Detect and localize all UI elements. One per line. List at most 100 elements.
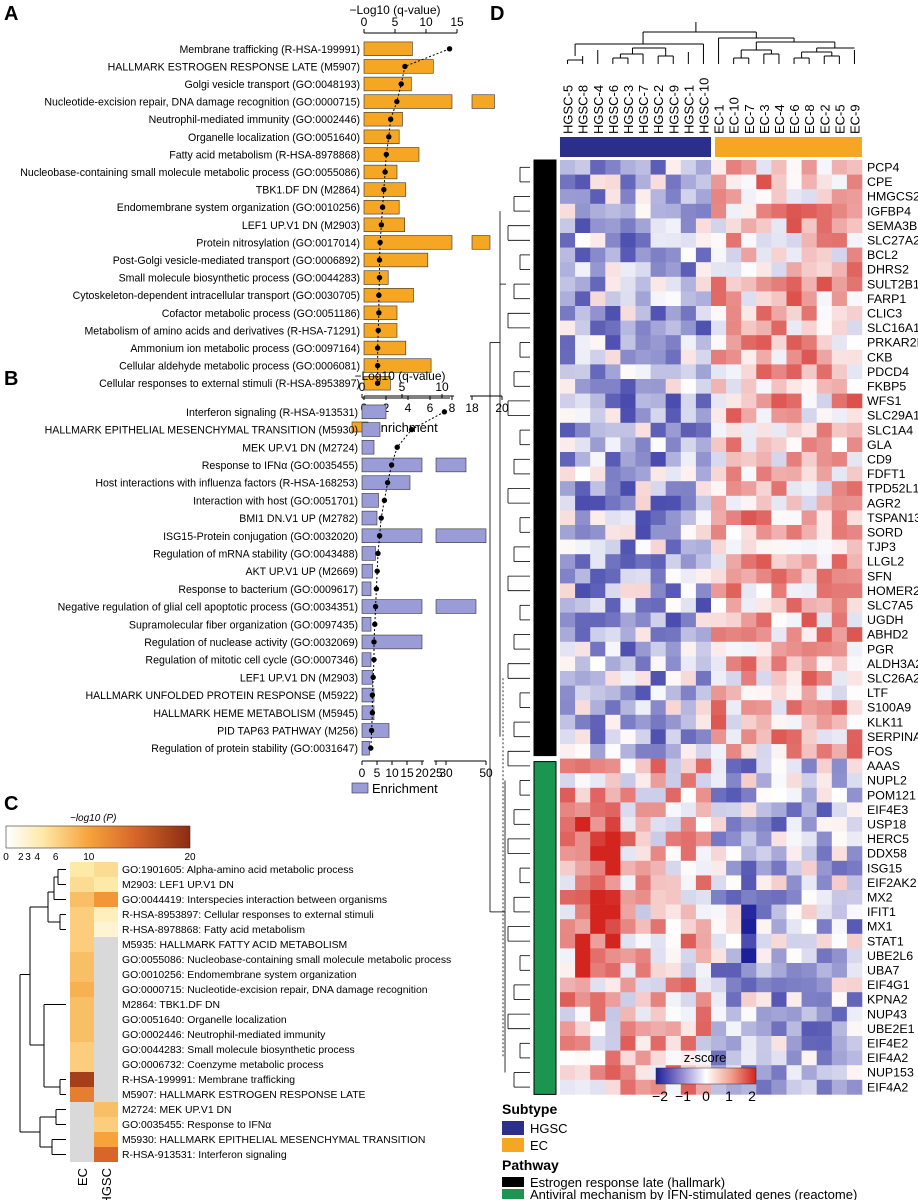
q-value-point bbox=[368, 727, 375, 734]
heat-cell bbox=[711, 554, 727, 570]
heat-cell bbox=[846, 627, 863, 643]
heat-cell bbox=[771, 437, 787, 453]
enrichment-bar bbox=[363, 164, 398, 180]
heat-cell bbox=[771, 700, 787, 716]
gene-label: STAT1 bbox=[867, 934, 904, 948]
gene-label: UGDH bbox=[867, 613, 903, 627]
row-label: GO:0002446: Neutrophil-mediated immunity bbox=[122, 1030, 326, 1041]
heat-cell bbox=[771, 262, 787, 278]
heat-cell-ec bbox=[70, 1012, 94, 1027]
heat-cell bbox=[786, 203, 802, 219]
heat-cell bbox=[786, 685, 802, 701]
heat-cell bbox=[605, 510, 621, 526]
heat-cell bbox=[816, 335, 833, 351]
heat-cell bbox=[650, 758, 666, 774]
heat-cell bbox=[605, 685, 621, 701]
heat-cell bbox=[575, 963, 591, 978]
heat-cell bbox=[605, 773, 621, 789]
heat-cell bbox=[756, 627, 772, 643]
panel-a: A −Log10 (q-value) 0 5 10 15 Membrane traff… bbox=[4, 3, 509, 435]
panel-c-heatmap: GO:1901605: Alpha-amino acid metabolic p… bbox=[70, 862, 451, 1200]
heat-cell bbox=[771, 598, 787, 613]
heat-cell bbox=[801, 977, 817, 993]
heat-cell bbox=[771, 554, 787, 570]
heat-cell bbox=[816, 276, 833, 292]
heat-cell bbox=[786, 933, 802, 949]
heat-cell bbox=[605, 831, 621, 847]
heat-cell bbox=[590, 320, 606, 336]
heat-cell bbox=[590, 364, 606, 380]
heat-cell bbox=[816, 963, 833, 978]
column-label: EC-4 bbox=[772, 104, 787, 134]
heat-cell bbox=[726, 408, 742, 424]
heat-cell bbox=[590, 422, 606, 438]
heat-cell bbox=[575, 437, 591, 453]
heat-cell bbox=[726, 977, 742, 993]
heat-cell bbox=[741, 525, 757, 540]
heat-cell bbox=[726, 773, 742, 789]
heat-cell bbox=[575, 1079, 591, 1095]
heat-cell bbox=[831, 422, 848, 438]
gene-label: CD9 bbox=[867, 453, 892, 467]
heat-cell bbox=[801, 802, 817, 818]
heat-cell bbox=[771, 744, 787, 759]
heat-cell bbox=[711, 481, 727, 497]
heat-cell bbox=[786, 1079, 802, 1095]
heat-cell bbox=[711, 306, 727, 321]
heat-cell bbox=[786, 160, 802, 175]
heat-cell bbox=[560, 612, 576, 628]
gene-label: EIF4E2 bbox=[867, 1037, 908, 1051]
heat-cell bbox=[756, 510, 772, 526]
heat-cell bbox=[680, 729, 697, 745]
term-label: Nucleobase-containing small molecule met… bbox=[20, 167, 360, 179]
heat-cell bbox=[560, 875, 576, 891]
heat-cell bbox=[711, 714, 727, 730]
heat-cell bbox=[665, 335, 682, 351]
heat-cell bbox=[650, 452, 666, 467]
heat-cell bbox=[741, 919, 757, 935]
heat-cell bbox=[711, 349, 727, 365]
heat-cell bbox=[680, 933, 697, 949]
term-label: HALLMARK EPITHELIAL MESENCHYMAL TRANSITI… bbox=[45, 425, 358, 437]
heat-cell bbox=[650, 875, 666, 891]
term-label: ISG15-Protein conjugation (GO:0032020) bbox=[163, 531, 358, 543]
panel-b: B −Log10 (q-value) 0 5 10 Interferon signa… bbox=[4, 368, 493, 796]
heat-cell bbox=[650, 671, 666, 686]
heat-cell bbox=[560, 729, 576, 745]
heat-cell bbox=[620, 306, 636, 321]
heat-cell bbox=[711, 233, 727, 248]
heat-cell bbox=[786, 948, 802, 964]
heat-cell bbox=[560, 627, 576, 643]
heat-cell bbox=[650, 627, 666, 643]
heat-cell bbox=[771, 802, 787, 818]
gene-label: LTF bbox=[867, 686, 889, 700]
heat-cell-hgsc bbox=[94, 1132, 118, 1147]
heat-cell bbox=[620, 933, 636, 949]
heat-cell bbox=[665, 612, 682, 628]
heat-cell-hgsc bbox=[94, 937, 118, 952]
heat-cell bbox=[680, 977, 697, 993]
heat-cell bbox=[786, 802, 802, 818]
heat-cell bbox=[620, 335, 636, 351]
heat-cell bbox=[560, 481, 576, 497]
heat-cell bbox=[665, 568, 682, 584]
q-value-point bbox=[369, 710, 376, 716]
heat-cell bbox=[816, 1036, 833, 1051]
enrichment-bar-segment bbox=[471, 94, 495, 109]
zscore-tick-label: 2 bbox=[748, 1088, 756, 1104]
heat-cell bbox=[846, 700, 863, 716]
heat-cell bbox=[786, 466, 802, 482]
heat-cell bbox=[635, 203, 651, 219]
heat-cell bbox=[711, 189, 727, 205]
heat-cell bbox=[590, 452, 606, 467]
heat-cell bbox=[846, 306, 863, 321]
heat-cell bbox=[726, 612, 742, 628]
heat-cell bbox=[620, 203, 636, 219]
heat-cell bbox=[726, 247, 742, 263]
row-label: R-HSA-8978868: Fatty acid metabolism bbox=[122, 925, 305, 936]
heat-cell bbox=[665, 729, 682, 745]
heat-cell bbox=[831, 364, 848, 380]
heat-cell bbox=[665, 174, 682, 190]
heat-cell bbox=[605, 291, 621, 307]
heat-cell bbox=[801, 276, 817, 292]
